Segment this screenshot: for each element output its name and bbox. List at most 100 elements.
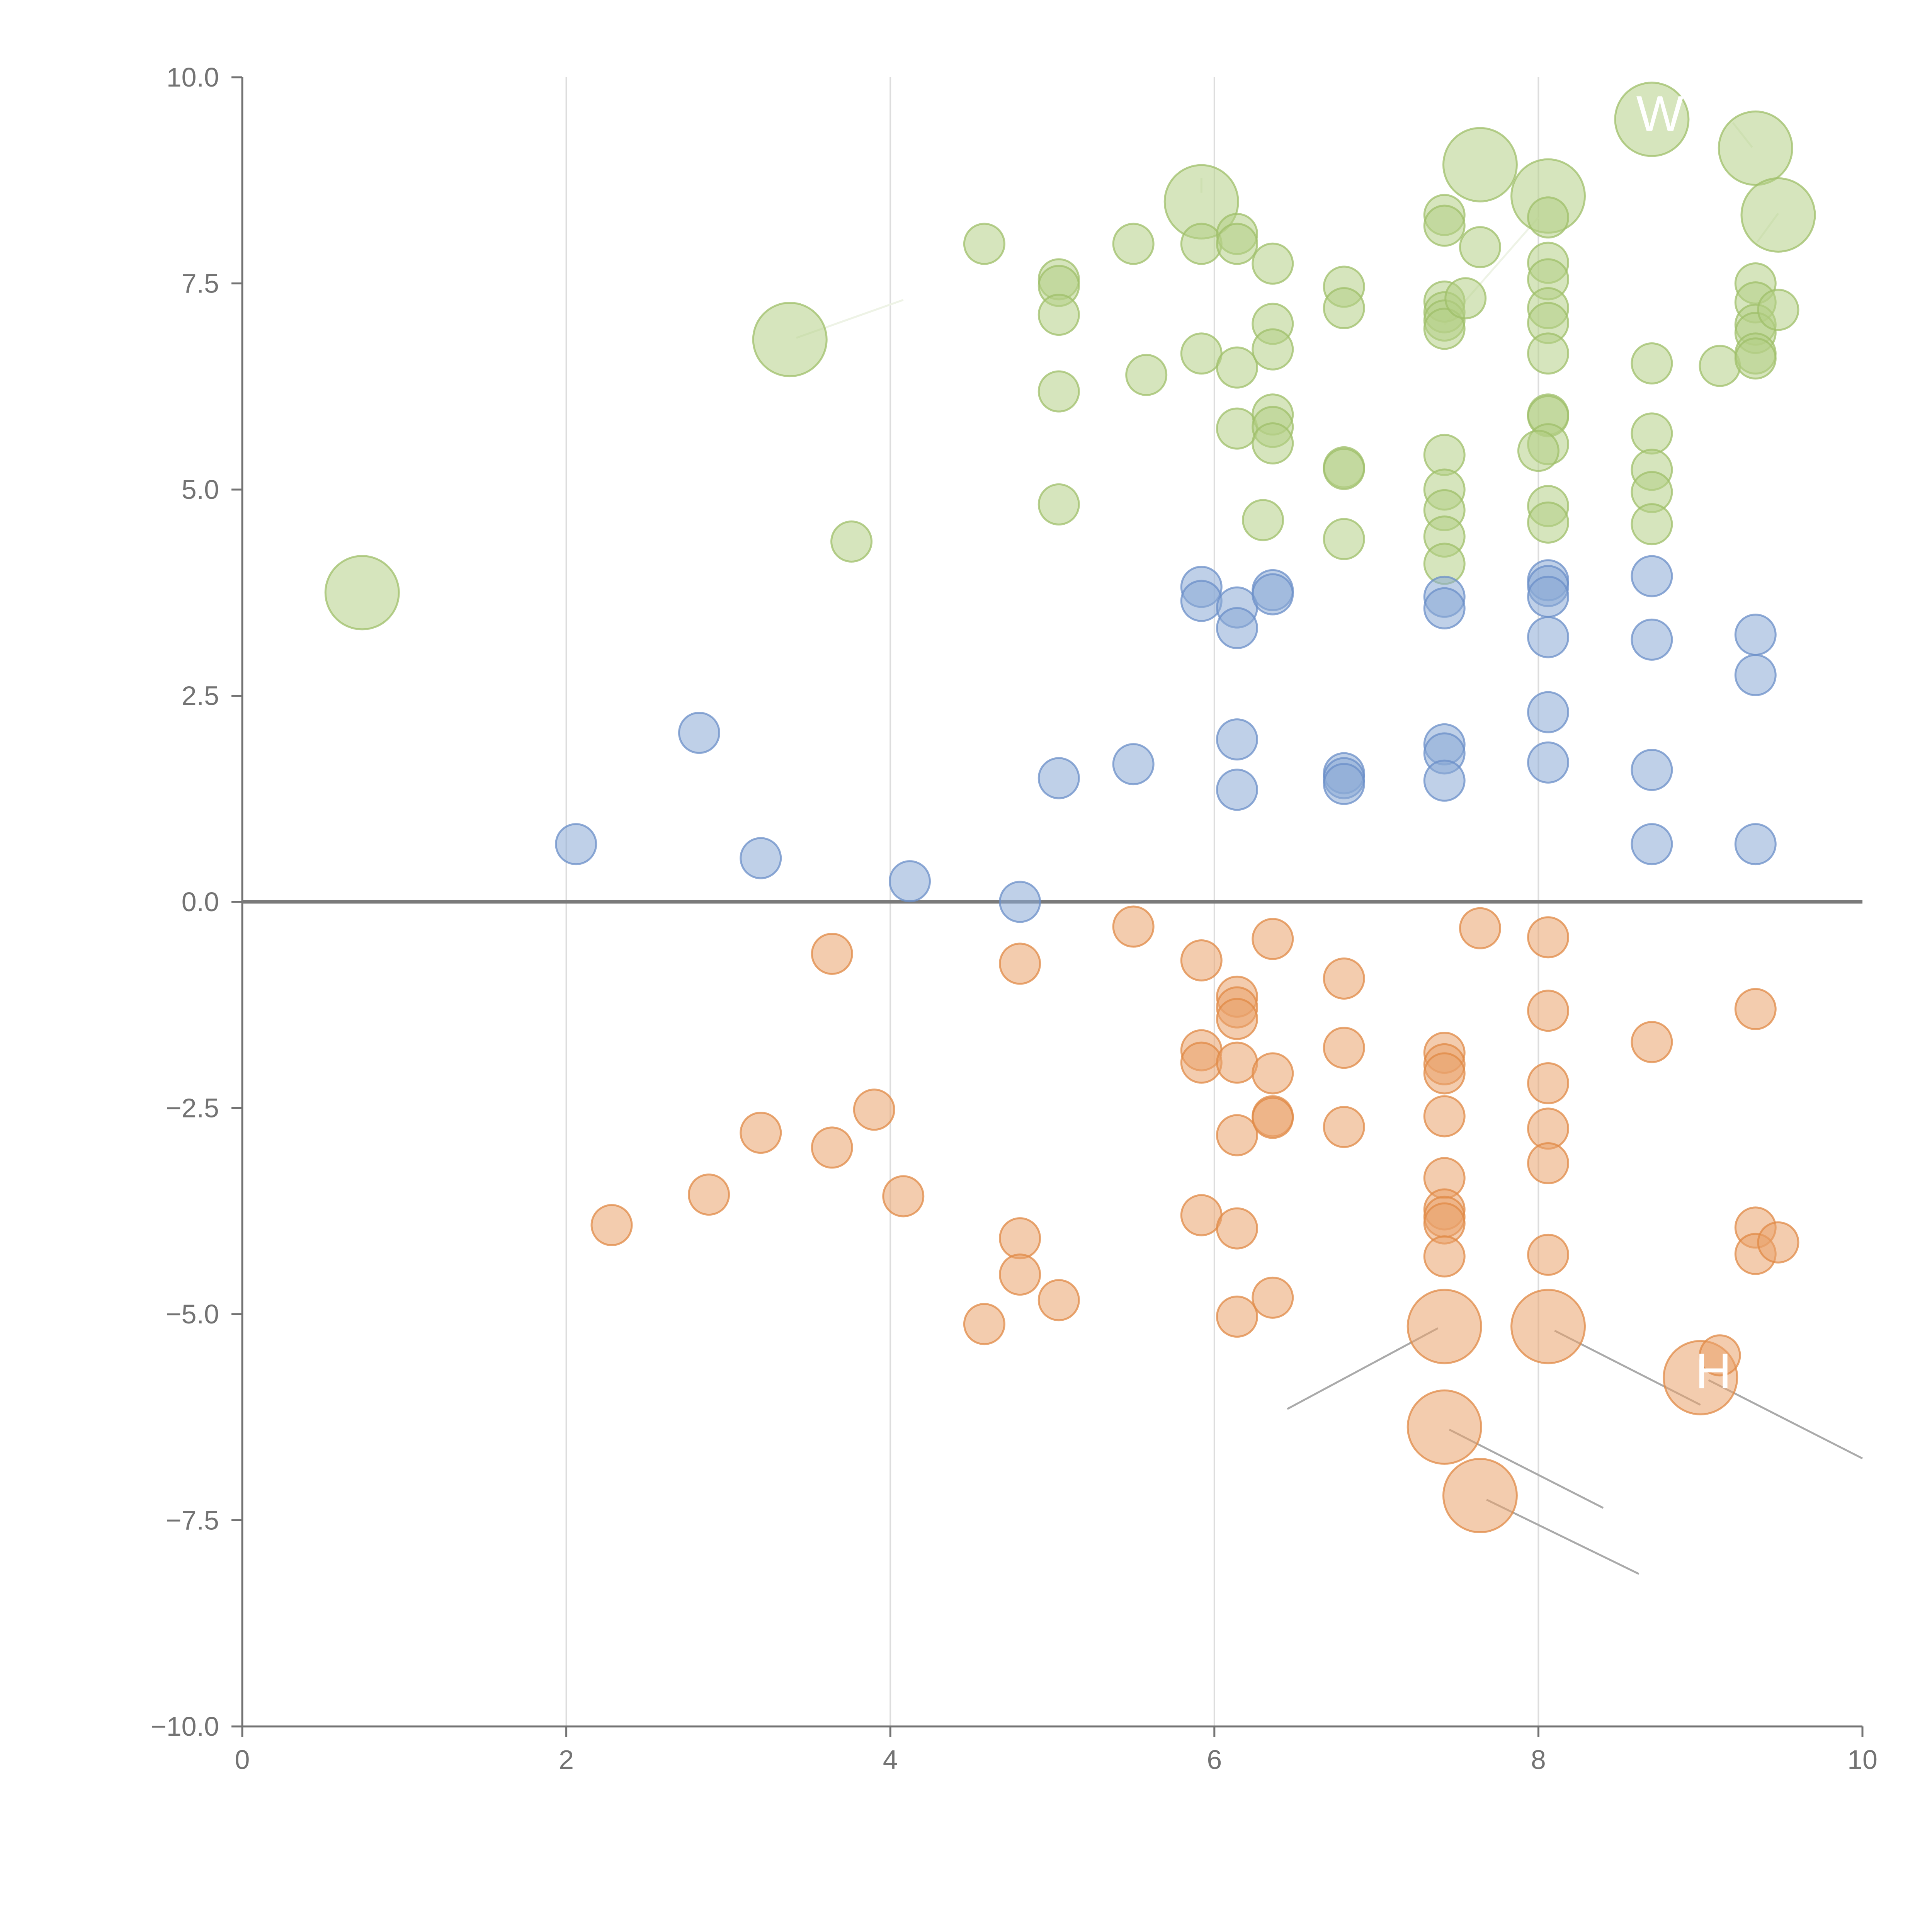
green-data-point — [1631, 412, 1673, 455]
blue-data-point — [1631, 555, 1673, 597]
green-data-point — [1517, 430, 1560, 472]
green-data-point — [1699, 345, 1741, 387]
orange-data-point — [1442, 1458, 1518, 1533]
blue-data-point — [1734, 614, 1777, 656]
blue-data-point — [1631, 749, 1673, 791]
blue-data-point — [740, 837, 782, 879]
orange-data-point — [1216, 1114, 1259, 1156]
orange-data-point — [1180, 939, 1223, 982]
orange-data-point — [1252, 1097, 1294, 1139]
point-layer — [324, 82, 1816, 1533]
orange-data-point — [1216, 1295, 1259, 1338]
orange-data-point — [1699, 1334, 1741, 1377]
green-data-point — [1252, 242, 1294, 285]
orange-data-point — [1323, 1027, 1365, 1069]
blue-data-point — [1527, 691, 1570, 733]
y-tick-label: 0.0 — [182, 887, 219, 917]
green-data-point — [1323, 287, 1365, 330]
green-data-point — [1740, 177, 1816, 253]
green-data-point — [1423, 204, 1466, 247]
orange-data-point — [1216, 998, 1259, 1040]
green-data-point — [1252, 422, 1294, 464]
orange-data-point — [1180, 1041, 1223, 1084]
green-data-point — [1112, 223, 1155, 265]
orange-data-point — [740, 1112, 782, 1154]
green-data-point — [1323, 448, 1365, 490]
orange-data-point — [1323, 957, 1365, 1000]
orange-data-point — [1406, 1289, 1482, 1364]
green-data-point — [1216, 223, 1259, 265]
orange-data-point — [1406, 1389, 1482, 1465]
green-data-point — [1734, 337, 1777, 380]
green-data-point — [1444, 277, 1487, 320]
blue-data-point — [1527, 575, 1570, 618]
blue-data-point — [1216, 718, 1259, 761]
y-tick-label: 2.5 — [182, 681, 219, 711]
annotation-layer: WH — [1636, 85, 1732, 1399]
green-data-point — [1037, 294, 1080, 336]
orange-data-point — [999, 1253, 1041, 1296]
green-data-point — [1459, 226, 1501, 269]
green-data-point — [1757, 289, 1799, 331]
orange-data-point — [1423, 1095, 1466, 1138]
y-tick-label: −2.5 — [166, 1093, 219, 1123]
green-data-point — [1180, 332, 1223, 375]
blue-data-point — [1423, 759, 1466, 802]
orange-data-point — [1527, 1142, 1570, 1184]
green-data-point — [1718, 111, 1793, 186]
blue-data-point — [1423, 587, 1466, 629]
blue-data-point — [889, 860, 931, 903]
blue-data-point — [1252, 573, 1294, 616]
blue-data-point — [1734, 654, 1777, 696]
green-data-point — [1216, 407, 1259, 450]
orange-data-point — [1631, 1021, 1673, 1063]
orange-data-point — [1252, 1276, 1294, 1319]
x-tick-label: 2 — [559, 1745, 574, 1775]
orange-data-point — [1216, 1041, 1259, 1084]
blue-data-point — [1631, 618, 1673, 661]
orange-data-point — [1037, 1279, 1080, 1321]
orange-data-point — [1323, 1106, 1365, 1148]
orange-data-point — [1527, 1233, 1570, 1276]
orange-data-point — [853, 1088, 895, 1131]
blue-data-point — [1323, 763, 1365, 805]
x-tick-label: 8 — [1531, 1745, 1546, 1775]
blue-data-point — [1216, 769, 1259, 811]
green-data-point — [1252, 328, 1294, 371]
green-data-point — [1527, 196, 1570, 239]
green-data-point — [1037, 483, 1080, 526]
x-tick-label: 4 — [883, 1745, 898, 1775]
orange-data-point — [1252, 1052, 1294, 1095]
green-data-point — [1323, 518, 1365, 560]
orange-data-point — [1423, 1052, 1466, 1095]
blue-data-point — [999, 881, 1041, 923]
orange-data-point — [1180, 1194, 1223, 1236]
orange-data-point — [1216, 1207, 1259, 1250]
orange-data-point — [590, 1204, 633, 1247]
green-data-point — [1631, 503, 1673, 546]
green-data-point — [1037, 370, 1080, 413]
orange-data-point — [811, 1126, 853, 1169]
green-data-point — [1125, 354, 1168, 396]
green-data-point — [963, 223, 1005, 265]
y-tick-label: −10.0 — [151, 1711, 219, 1742]
annotation-label: W — [1636, 85, 1684, 142]
orange-data-point — [963, 1303, 1005, 1345]
blue-data-point — [1216, 607, 1259, 650]
y-tick-label: 5.0 — [182, 474, 219, 505]
blue-data-point — [555, 823, 597, 866]
orange-data-point — [1510, 1289, 1586, 1364]
green-data-point — [324, 555, 400, 631]
green-data-point — [752, 302, 828, 378]
orange-data-point — [811, 932, 853, 975]
orange-data-point — [1112, 905, 1155, 948]
blue-data-point — [1180, 580, 1223, 622]
orange-data-point — [688, 1173, 730, 1216]
blue-data-point — [1527, 741, 1570, 784]
orange-data-point — [1527, 990, 1570, 1032]
green-data-point — [1527, 332, 1570, 375]
green-data-point — [830, 520, 873, 563]
axis-layer: 0 2 4 6 8 10 10.0 7.5 5.0 2.5 0.0 −2.5 −5.0 −7.5 −10.0 — [151, 62, 1878, 1775]
